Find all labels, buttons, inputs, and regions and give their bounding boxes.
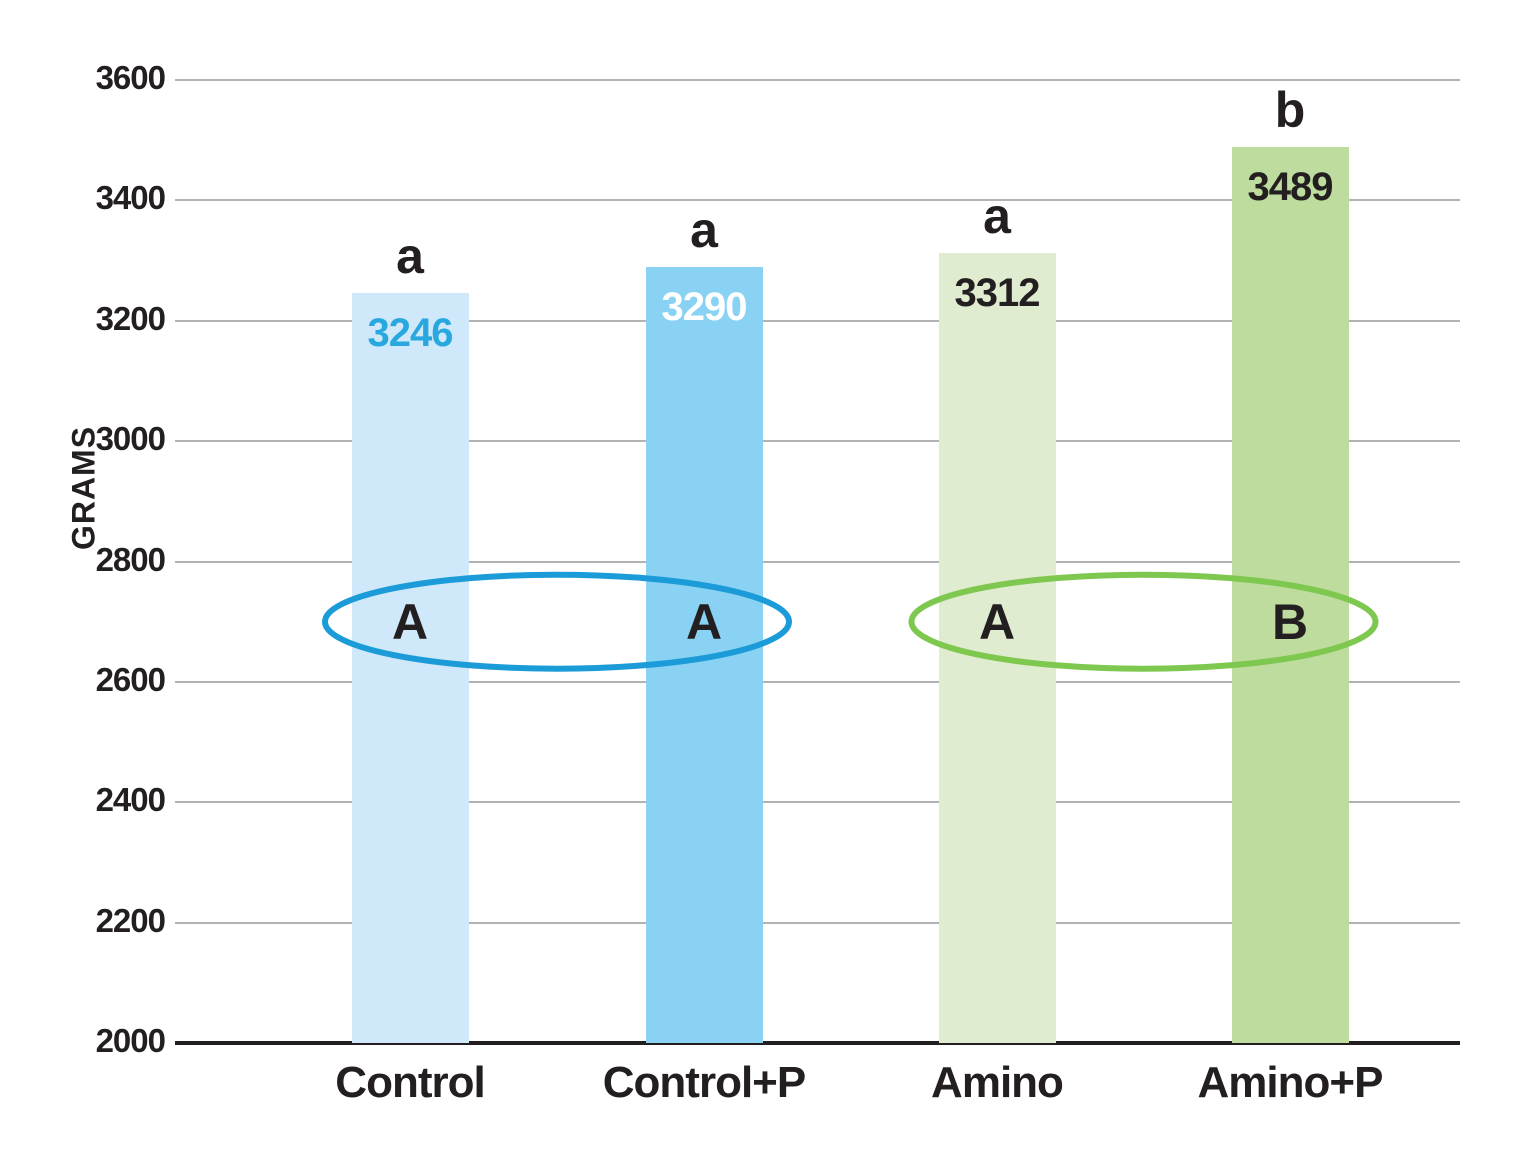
bar-value-label: 3290 (661, 284, 748, 329)
x-axis-category-label: Control+P (602, 1058, 806, 1107)
y-tick-label: 3600 (95, 59, 166, 96)
significance-letter: a (690, 201, 718, 258)
significance-letter: a (983, 188, 1011, 245)
group-statistics-letter: B (1271, 593, 1309, 650)
gridline (175, 921, 1460, 924)
gridline (175, 560, 1460, 563)
y-tick-label: 2000 (95, 1022, 166, 1059)
group-statistics-letter: A (685, 593, 723, 650)
gridline (175, 79, 1460, 81)
group-statistics-letter: A (978, 593, 1016, 650)
gridline (175, 319, 1460, 322)
gridline (175, 199, 1460, 202)
y-tick-label: 2400 (95, 781, 166, 819)
gridline (175, 440, 1460, 443)
x-axis-category-label: Control (335, 1058, 485, 1107)
bar (351, 293, 469, 1043)
gridline (175, 801, 1460, 804)
x-axis-baseline (175, 1041, 1460, 1045)
bar (645, 266, 763, 1043)
significance-letter: a (396, 228, 424, 285)
y-tick-label: 2600 (95, 660, 166, 698)
group-statistics-letter: A (391, 593, 429, 650)
x-axis-category-label: Amino+P (1197, 1058, 1384, 1107)
significance-letter: b (1274, 81, 1306, 138)
y-tick-label: 3400 (95, 179, 166, 217)
x-axis-category-label: Amino (931, 1058, 1064, 1107)
bar-value-label: 3312 (954, 271, 1041, 316)
bar-value-label: 3246 (367, 311, 454, 356)
y-tick-label: 2800 (95, 540, 166, 578)
y-tick-label: 2200 (95, 901, 166, 939)
bar-value-label: 3489 (1247, 164, 1334, 209)
y-tick-label: 3000 (95, 420, 166, 458)
y-tick-label: 3200 (95, 299, 166, 337)
gridline (175, 680, 1460, 683)
